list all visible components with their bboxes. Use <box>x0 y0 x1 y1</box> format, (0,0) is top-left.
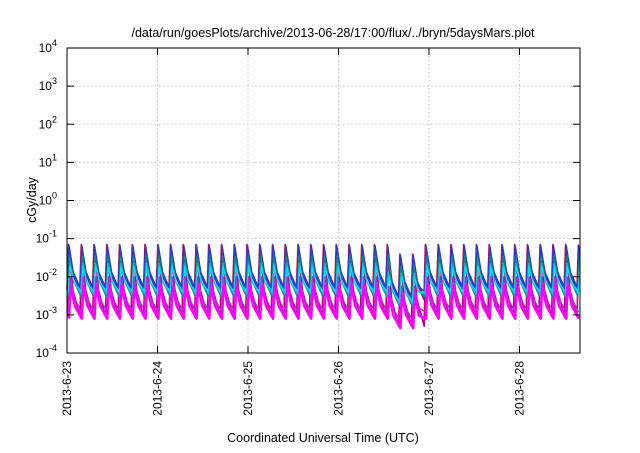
x-tick-label: 2013-6-25 <box>241 361 255 416</box>
x-tick-label: 2013-6-24 <box>151 361 165 416</box>
axis-ticks <box>66 47 580 354</box>
chart-title: /data/run/goesPlots/archive/2013-06-28/1… <box>131 26 535 40</box>
y-axis-label: cGy/day <box>25 176 39 223</box>
x-tick-label: 2013-6-27 <box>422 361 436 416</box>
y-tick-label: 104 <box>39 38 57 55</box>
y-tick-label: 103 <box>39 76 57 93</box>
x-axis-label: Coordinated Universal Time (UTC) <box>227 431 419 445</box>
series-line <box>67 266 581 303</box>
y-tick-label: 10-1 <box>36 229 57 246</box>
series-line <box>67 283 581 330</box>
y-tick-label: 100 <box>39 191 57 208</box>
y-tick-label: 101 <box>39 152 57 169</box>
x-tick-label: 2013-6-28 <box>513 361 527 416</box>
series-layer <box>66 243 581 330</box>
y-tick-label: 102 <box>39 114 57 131</box>
x-tick-labels: 2013-6-23 2013-6-24 2013-6-25 2013-6-26 2013… <box>60 361 527 416</box>
y-tick-label: 10-2 <box>36 267 57 284</box>
y-tick-label: 10-3 <box>36 305 57 322</box>
y-tick-label: 10-4 <box>36 343 57 360</box>
x-tick-label: 2013-6-26 <box>332 361 346 416</box>
x-tick-label: 2013-6-23 <box>60 361 74 416</box>
y-tick-labels: 10-4 10-3 10-2 10-1 100 101 102 103 104 <box>36 38 57 360</box>
